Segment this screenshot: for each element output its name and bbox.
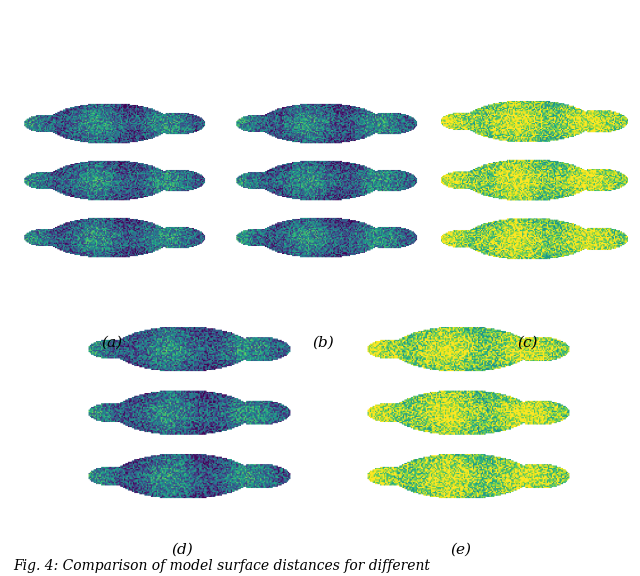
Text: (b): (b) bbox=[312, 335, 334, 349]
Text: (e): (e) bbox=[451, 543, 471, 556]
Text: Fig. 4: Comparison of model surface distances for different: Fig. 4: Comparison of model surface dist… bbox=[13, 559, 430, 573]
Text: (d): (d) bbox=[172, 543, 193, 556]
Text: (a): (a) bbox=[101, 335, 123, 349]
Text: (c): (c) bbox=[518, 335, 538, 349]
